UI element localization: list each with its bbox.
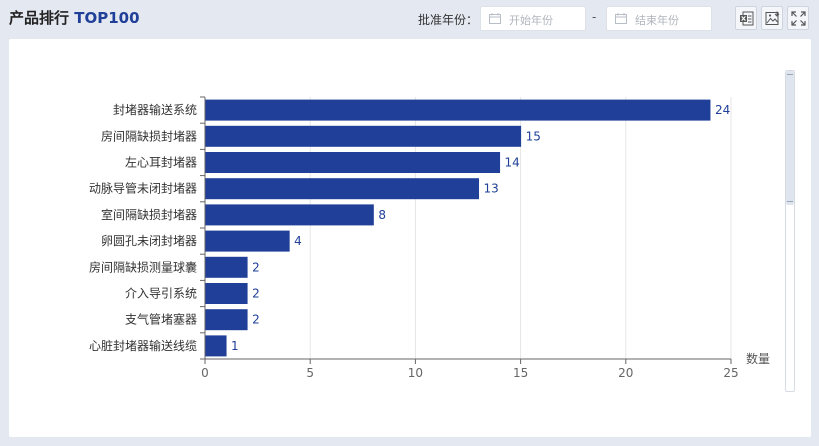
chart-scrollbar-thumb[interactable]: [786, 71, 794, 205]
chart-panel: 封堵器输送系统 24 房间隔缺损封堵器 15 左心耳封堵器 14 动脉导管未闭封堵器 13 室间…: [9, 39, 811, 437]
category-label: 卵圆孔未闭封堵器: [101, 234, 197, 248]
category-label: 介入导引系统: [125, 287, 197, 301]
data-label: 1: [231, 339, 239, 353]
x-tick-label: 0: [201, 366, 209, 380]
scroll-grip-line: [787, 74, 793, 75]
category-label: 支气管堵塞器: [125, 312, 197, 327]
data-label: 14: [505, 156, 520, 170]
x-tick-label: 5: [306, 366, 314, 380]
data-label: 4: [294, 234, 302, 248]
chart-scrollbar[interactable]: [785, 70, 795, 392]
page-title: 产品排行 TOP100: [9, 7, 140, 28]
category-label: 心脏封堵器输送线缆: [89, 338, 197, 353]
approval-year-label: 批准年份：: [418, 13, 479, 27]
bar: [205, 178, 480, 200]
category-label: 左心耳封堵器: [125, 155, 197, 170]
bar: [205, 309, 248, 331]
download-image-button[interactable]: [761, 6, 783, 30]
category-label: 封堵器输送系统: [113, 102, 197, 117]
data-label: 2: [252, 287, 260, 301]
data-label: 24: [715, 103, 730, 117]
x-tick-label: 15: [513, 366, 528, 380]
x-tick-label: 10: [408, 366, 423, 380]
x-axis-label: 数量: [746, 351, 770, 366]
calendar-icon: [489, 13, 501, 24]
data-label: 13: [484, 182, 499, 196]
end-year-input[interactable]: 结束年份: [606, 6, 712, 31]
bar: [205, 256, 248, 278]
bar: [205, 335, 227, 357]
image-download-icon: [765, 11, 780, 25]
start-year-placeholder: 开始年份: [509, 14, 553, 27]
excel-export-icon: [740, 11, 754, 26]
page-title-main: 产品排行: [9, 9, 70, 27]
category-label: 室间隔缺损封堵器: [101, 207, 197, 222]
page-title-accent: TOP100: [74, 9, 140, 27]
bar: [205, 283, 248, 304]
header: 产品排行 TOP100 批准年份： 开始年份 - 结束年份: [0, 0, 819, 38]
category-label: 动脉导管未闭封堵器: [89, 181, 197, 196]
end-year-placeholder: 结束年份: [635, 14, 679, 27]
bar: [205, 99, 711, 121]
bar: [205, 204, 374, 226]
x-tick-label: 20: [618, 366, 633, 380]
fullscreen-icon: [791, 11, 806, 26]
start-year-input[interactable]: 开始年份: [480, 6, 586, 31]
data-label: 15: [526, 129, 541, 143]
data-label: 2: [252, 313, 260, 327]
export-excel-button[interactable]: [735, 6, 757, 30]
category-label: 房间隔缺损封堵器: [101, 128, 197, 143]
bar: [205, 152, 501, 173]
x-tick-label: 25: [723, 366, 738, 380]
bar: [205, 125, 522, 147]
calendar-icon: [615, 13, 627, 24]
scroll-grip-line: [787, 201, 793, 202]
bar: [205, 230, 290, 252]
fullscreen-button[interactable]: [787, 6, 809, 30]
category-label: 房间隔缺损测量球囊: [89, 259, 197, 274]
data-label: 8: [378, 208, 386, 222]
data-label: 2: [252, 260, 260, 274]
date-separator: -: [592, 10, 597, 24]
